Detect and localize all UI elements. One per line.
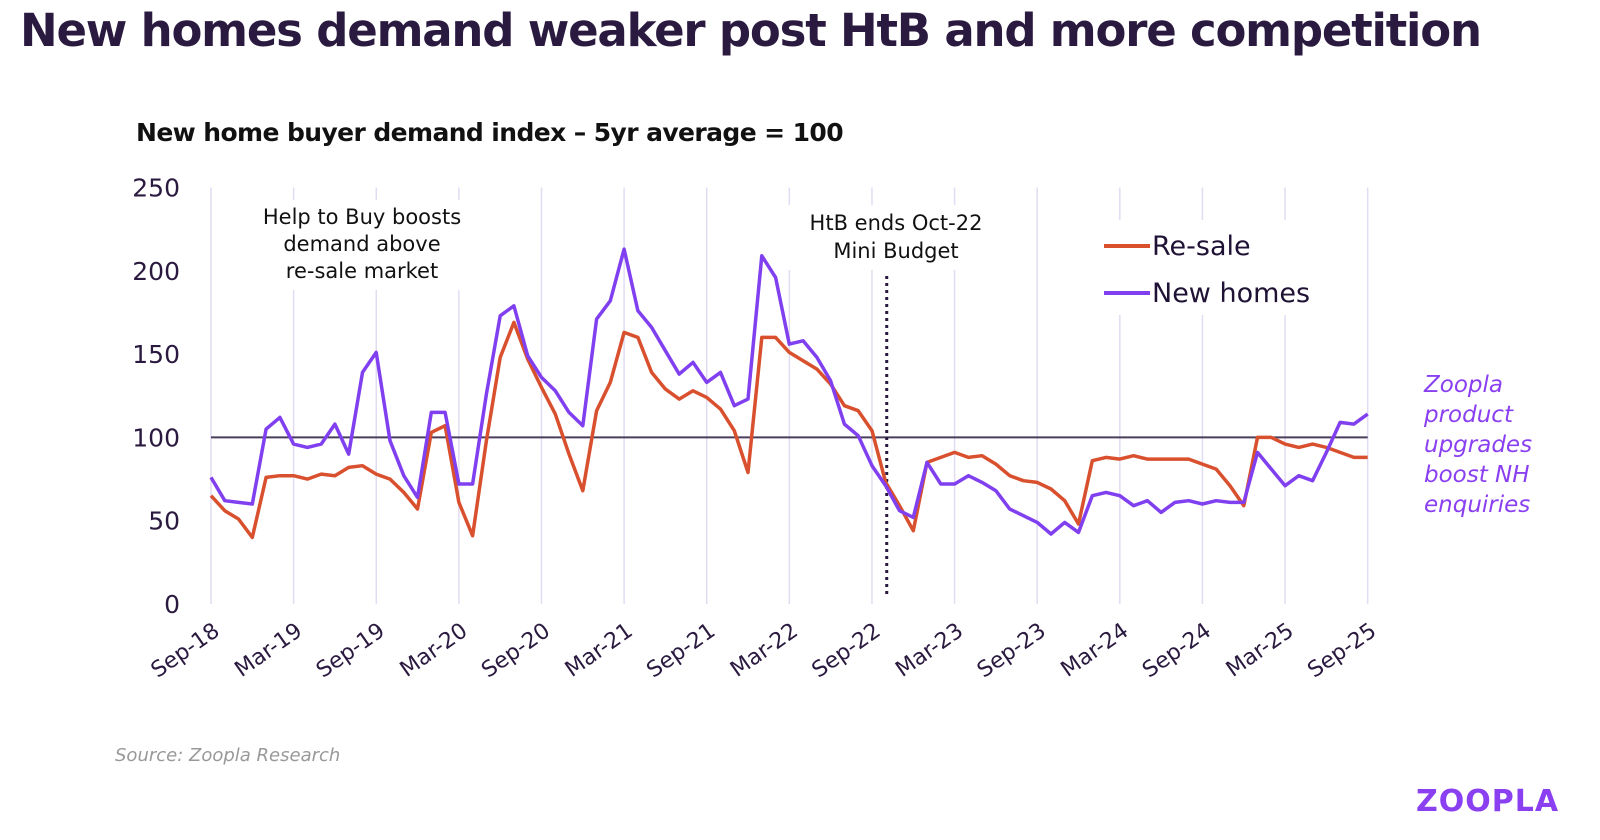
series-line-resale: [209, 320, 1368, 540]
legend-background: [1095, 220, 1330, 315]
y-tick-label: 50: [148, 507, 180, 536]
chart-title: New home buyer demand index – 5yr averag…: [136, 118, 844, 147]
source-note: Source: Zoopla Research: [115, 745, 341, 766]
x-tick-label: Sep-24: [1138, 618, 1216, 683]
x-tick-label: Mar-19: [230, 618, 307, 682]
x-tick-label: Mar-22: [726, 618, 803, 682]
annotation-text: Help to Buy boosts: [263, 205, 461, 229]
x-tick-label: Mar-25: [1222, 618, 1299, 682]
zoopla-logo: ZOOPLA: [1416, 784, 1559, 819]
side-annotation: Zoopla product upgrades boost NH enquiri…: [1424, 372, 1533, 518]
legend-label: New homes: [1152, 278, 1310, 309]
series-line-new-homes: [209, 247, 1369, 536]
x-tick-label: Mar-20: [396, 618, 473, 682]
x-tick-label: Mar-23: [891, 618, 968, 682]
annotation-background: [785, 205, 1005, 270]
annotation-text: re-sale market: [286, 259, 438, 283]
x-tick-label: Mar-24: [1057, 618, 1134, 682]
y-tick-label: 100: [132, 423, 180, 452]
x-tick-label: Sep-22: [808, 618, 886, 683]
annotation-background: [240, 200, 480, 290]
page-title: New homes demand weaker post HtB and mor…: [20, 4, 1482, 57]
x-tick-label: Sep-18: [147, 618, 225, 683]
annotation-text: HtB ends Oct-22: [810, 211, 983, 235]
annotation-text: Mini Budget: [833, 239, 958, 263]
y-tick-label: 250: [132, 174, 180, 203]
x-tick-label: Sep-20: [477, 618, 555, 683]
logo-text: ZOOPLA: [1416, 784, 1560, 819]
x-tick-label: Mar-21: [561, 618, 638, 682]
legend-label: Re-sale: [1152, 231, 1251, 262]
y-tick-label: 0: [164, 590, 180, 619]
x-tick-label: Sep-21: [642, 618, 720, 683]
x-tick-label: Sep-23: [973, 618, 1051, 683]
y-tick-label: 150: [132, 340, 180, 369]
annotation-text: demand above: [283, 232, 440, 256]
x-tick-label: Sep-19: [312, 618, 390, 683]
x-tick-label: Sep-25: [1303, 618, 1381, 683]
y-tick-label: 200: [132, 257, 180, 286]
